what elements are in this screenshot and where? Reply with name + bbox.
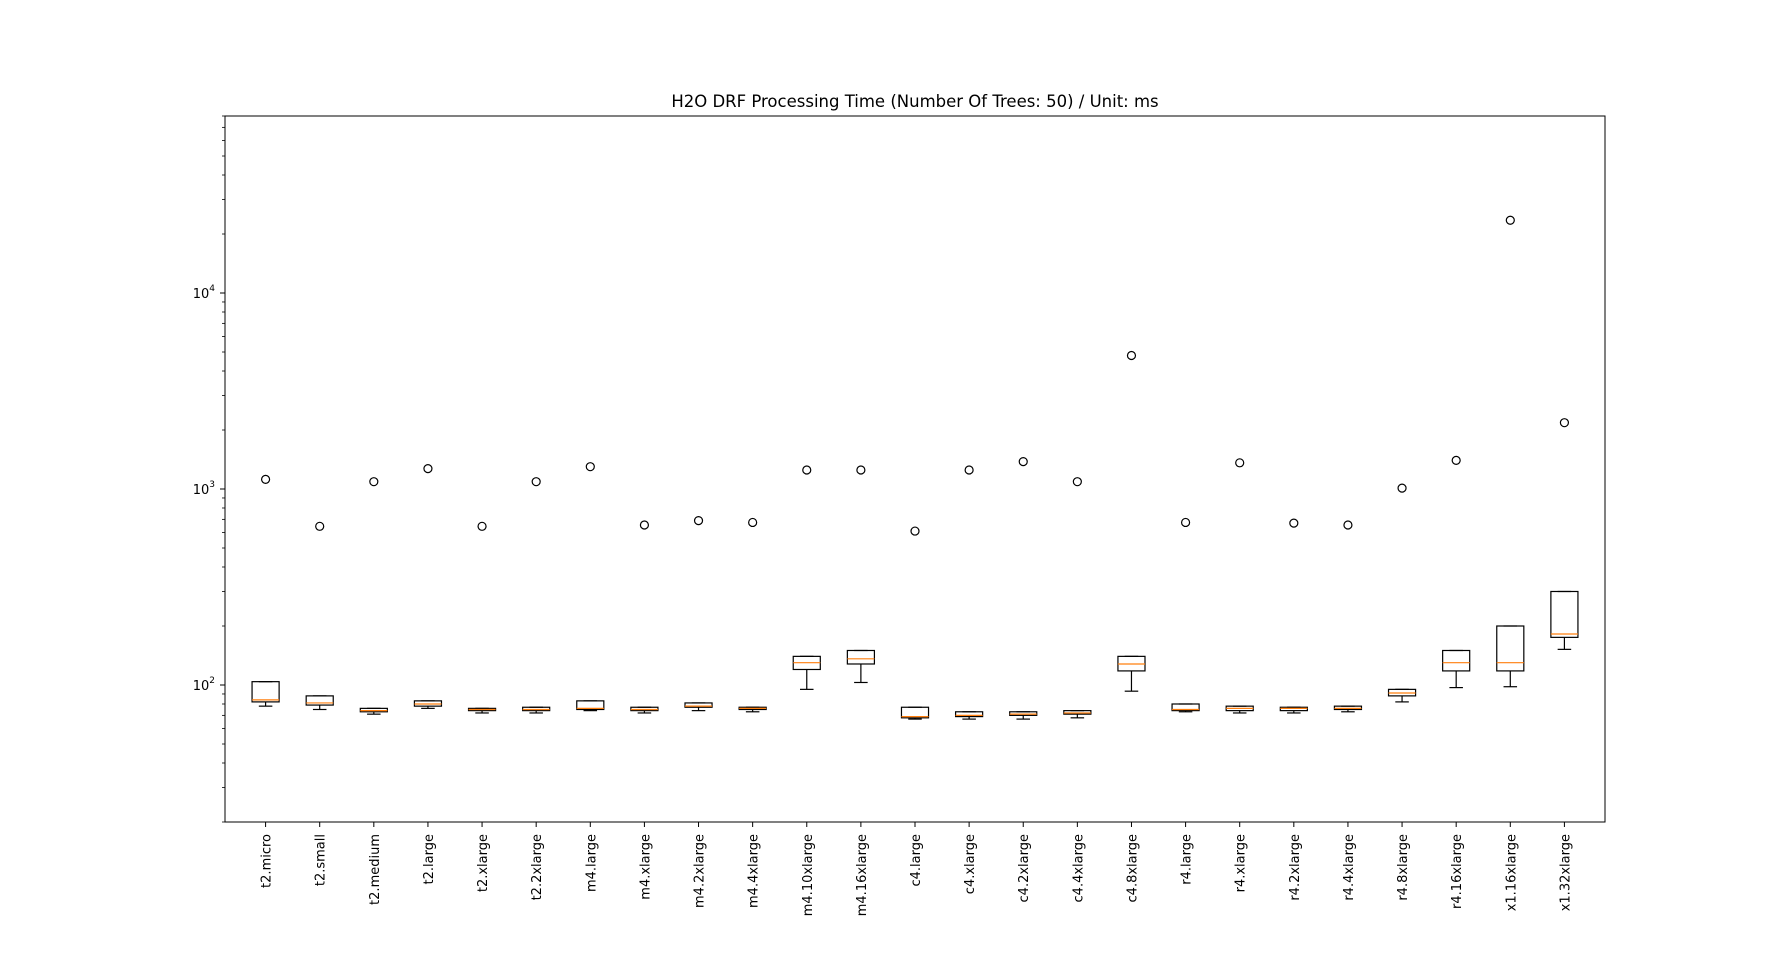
x-tick-label: m4.2xlarge: [693, 834, 708, 908]
box: [251, 681, 280, 703]
outlier-point: [1397, 483, 1407, 493]
box: [1442, 649, 1471, 672]
x-tick-label: c4.4xlarge: [1071, 834, 1086, 902]
x-tick-label: r4.16xlarge: [1450, 834, 1465, 909]
y-tick-label-base: 10: [193, 287, 210, 302]
outlier-point: [856, 465, 866, 475]
outlier-point: [1289, 518, 1299, 528]
x-tick-label: r4.4xlarge: [1342, 834, 1357, 901]
x-tick-label: x1.16xlarge: [1504, 834, 1519, 911]
x-tick-label: m4.xlarge: [638, 834, 653, 900]
outlier-point: [1018, 456, 1028, 467]
x-tick-label: m4.10xlarge: [801, 834, 816, 916]
outlier-point: [748, 517, 758, 528]
outlier-point: [1559, 418, 1570, 428]
outlier-point: [1072, 477, 1082, 487]
x-tick-label: c4.2xlarge: [1017, 834, 1032, 902]
x-tick-label: c4.large: [909, 834, 924, 887]
y-tick-label-base: 10: [193, 679, 210, 694]
outlier-point: [1126, 350, 1137, 361]
x-tick-label: m4.4xlarge: [747, 834, 762, 908]
outlier-point: [477, 521, 487, 531]
outlier-point: [531, 477, 541, 487]
outlier-point: [585, 462, 595, 472]
box: [1171, 703, 1200, 712]
outlier-point: [1505, 215, 1515, 225]
y-tick-label: 102: [193, 676, 215, 694]
y-tick-label-exponent: 4: [209, 284, 215, 294]
x-tick-label: m4.16xlarge: [855, 834, 870, 916]
outlier-point: [260, 474, 271, 484]
y-tick-label-exponent: 2: [209, 676, 215, 686]
chart-title: H2O DRF Processing Time (Number Of Trees…: [671, 92, 1158, 111]
x-tick-label: r4.8xlarge: [1396, 834, 1411, 901]
outlier-point: [423, 464, 433, 474]
x-tick-label: r4.xlarge: [1234, 834, 1249, 892]
box: [954, 711, 984, 718]
outlier-point: [1451, 455, 1461, 465]
x-tick-label: m4.large: [584, 834, 599, 892]
outlier-point: [693, 515, 704, 526]
x-tick-label: t2.micro: [260, 834, 275, 888]
x-tick-label: r4.2xlarge: [1288, 834, 1303, 901]
x-tick-label: t2.large: [422, 834, 437, 884]
box: [684, 702, 713, 708]
outlier-point: [369, 477, 379, 487]
x-tick-label: t2.xlarge: [476, 834, 491, 892]
outlier-point: [1180, 517, 1191, 528]
y-tick-label: 103: [193, 480, 215, 498]
outlier-point: [802, 465, 812, 475]
box: [846, 649, 876, 665]
outlier-point: [315, 521, 325, 531]
outlier-point: [910, 526, 920, 536]
x-tick-label: t2.2xlarge: [530, 834, 545, 900]
y-tick-label: 104: [193, 284, 216, 302]
box: [1496, 625, 1525, 672]
outlier-point: [639, 520, 650, 530]
x-tick-label: t2.medium: [368, 834, 383, 905]
y-tick-label-exponent: 3: [209, 480, 215, 490]
x-tick-label: r4.large: [1180, 834, 1195, 885]
box: [900, 706, 930, 719]
box: [576, 700, 605, 711]
outlier-point: [964, 465, 974, 475]
x-tick-label: t2.small: [314, 834, 329, 886]
x-tick-label: c4.xlarge: [963, 834, 978, 894]
outlier-point: [1343, 520, 1353, 530]
y-tick-label-base: 10: [193, 483, 210, 498]
x-tick-label: c4.8xlarge: [1125, 834, 1140, 902]
box: [305, 695, 334, 706]
outlier-point: [1235, 458, 1245, 468]
x-tick-label: x1.32xlarge: [1558, 834, 1573, 911]
box: [1550, 590, 1579, 638]
plot-frame: [224, 115, 1606, 823]
